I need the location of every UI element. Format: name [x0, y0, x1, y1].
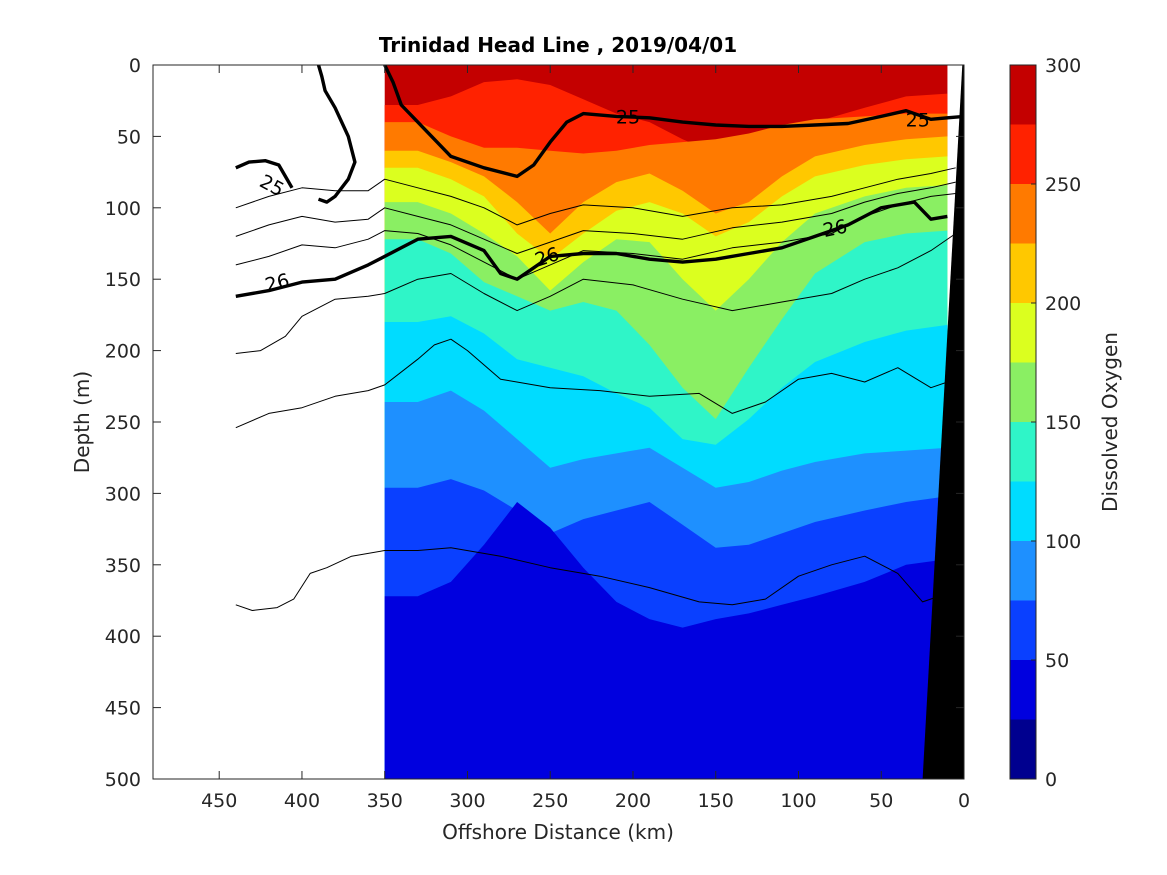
- density-contour-25-0: [383, 65, 964, 179]
- density-contour-thin-9: [235, 547, 948, 611]
- y-tick-label: 100: [105, 198, 141, 220]
- colorbar-tick-label: 250: [1045, 174, 1081, 196]
- colorbar-swatch-200: [1010, 243, 1036, 303]
- x-tick-label: 100: [780, 790, 816, 812]
- x-axis: 450 400 350 300 250 200 150 100 50 0: [201, 65, 970, 812]
- colorbar-tick-label: 100: [1045, 531, 1081, 553]
- x-tick-label: 400: [284, 790, 320, 812]
- density-contour-thin-8: [235, 338, 956, 429]
- colorbar-swatch-150: [1010, 362, 1036, 422]
- density-contour-thin-6: [235, 193, 956, 280]
- colorbar-swatch-100: [1010, 481, 1036, 541]
- x-tick-label: 50: [869, 790, 893, 812]
- y-tick-label: 400: [105, 626, 141, 648]
- contour-label-group-5: 26: [821, 216, 849, 243]
- colorbar-swatch-25: [1010, 660, 1036, 720]
- x-tick-label: 450: [201, 790, 237, 812]
- colorbar-swatch-50: [1010, 600, 1036, 660]
- density-contour-25-2: [235, 159, 294, 189]
- colorbar-tick-label: 0: [1045, 769, 1057, 791]
- colorbar-tick-label: 300: [1045, 55, 1081, 77]
- contour-label-25: 25: [906, 109, 930, 131]
- colorbar-tick-label: 150: [1045, 412, 1081, 434]
- oxygen-band-50: [384, 502, 948, 779]
- y-tick-label: 500: [105, 769, 141, 791]
- y-tick-label: 450: [105, 698, 141, 720]
- y-tick-label: 300: [105, 483, 141, 505]
- contour-label-26: 26: [821, 216, 849, 243]
- chart-title: Trinidad Head Line , 2019/04/01: [379, 33, 737, 57]
- contour-label-group-1: 25: [616, 106, 640, 128]
- x-tick-label: 350: [367, 790, 403, 812]
- colorbar-swatch-0: [1010, 719, 1036, 779]
- y-tick-label: 350: [105, 555, 141, 577]
- y-tick-label: 150: [105, 269, 141, 291]
- colorbar-tick-label: 200: [1045, 293, 1081, 315]
- y-tick-label: 0: [129, 55, 141, 77]
- colorbar-swatch-75: [1010, 541, 1036, 601]
- density-contour-26-3: [235, 200, 948, 298]
- x-tick-label: 150: [698, 790, 734, 812]
- colorbar-swatch-175: [1010, 303, 1036, 363]
- x-tick-label: 250: [532, 790, 568, 812]
- density-contour-thin-7: [235, 233, 956, 354]
- y-tick-label: 200: [105, 341, 141, 363]
- contour-label-group-2: 25: [906, 109, 930, 131]
- colorbar-label: Dissolved Oxygen: [1098, 332, 1122, 512]
- colorbar-swatch-225: [1010, 184, 1036, 244]
- density-contour-layer: [235, 65, 964, 611]
- contour-label-25: 25: [616, 106, 640, 128]
- y-tick-label: 50: [117, 126, 141, 148]
- x-tick-label: 200: [615, 790, 651, 812]
- colorbar-swatch-250: [1010, 124, 1036, 184]
- density-contour-thin-4: [235, 167, 956, 226]
- x-axis-label: Offshore Distance (km): [442, 820, 674, 844]
- x-tick-label: 300: [449, 790, 485, 812]
- x-tick-label: 0: [958, 790, 970, 812]
- density-contour-thin-5: [235, 181, 956, 254]
- y-axis: 0 50 100 150 200 250 300 350 400 450 500: [105, 55, 964, 791]
- colorbar-tick-label: 50: [1045, 650, 1069, 672]
- y-axis-label: Depth (m): [70, 371, 94, 473]
- density-contour-25-1: [316, 65, 357, 204]
- bathymetry-layer: [922, 65, 964, 779]
- colorbar-swatch-125: [1010, 422, 1036, 482]
- y-tick-label: 250: [105, 412, 141, 434]
- bathymetry-shelf: [922, 65, 964, 779]
- colorbar-swatch-275: [1010, 65, 1036, 125]
- oxygen-fill-layer: [384, 65, 948, 779]
- colorbar: 0 50 100 150 200 250 300: [1009, 55, 1081, 791]
